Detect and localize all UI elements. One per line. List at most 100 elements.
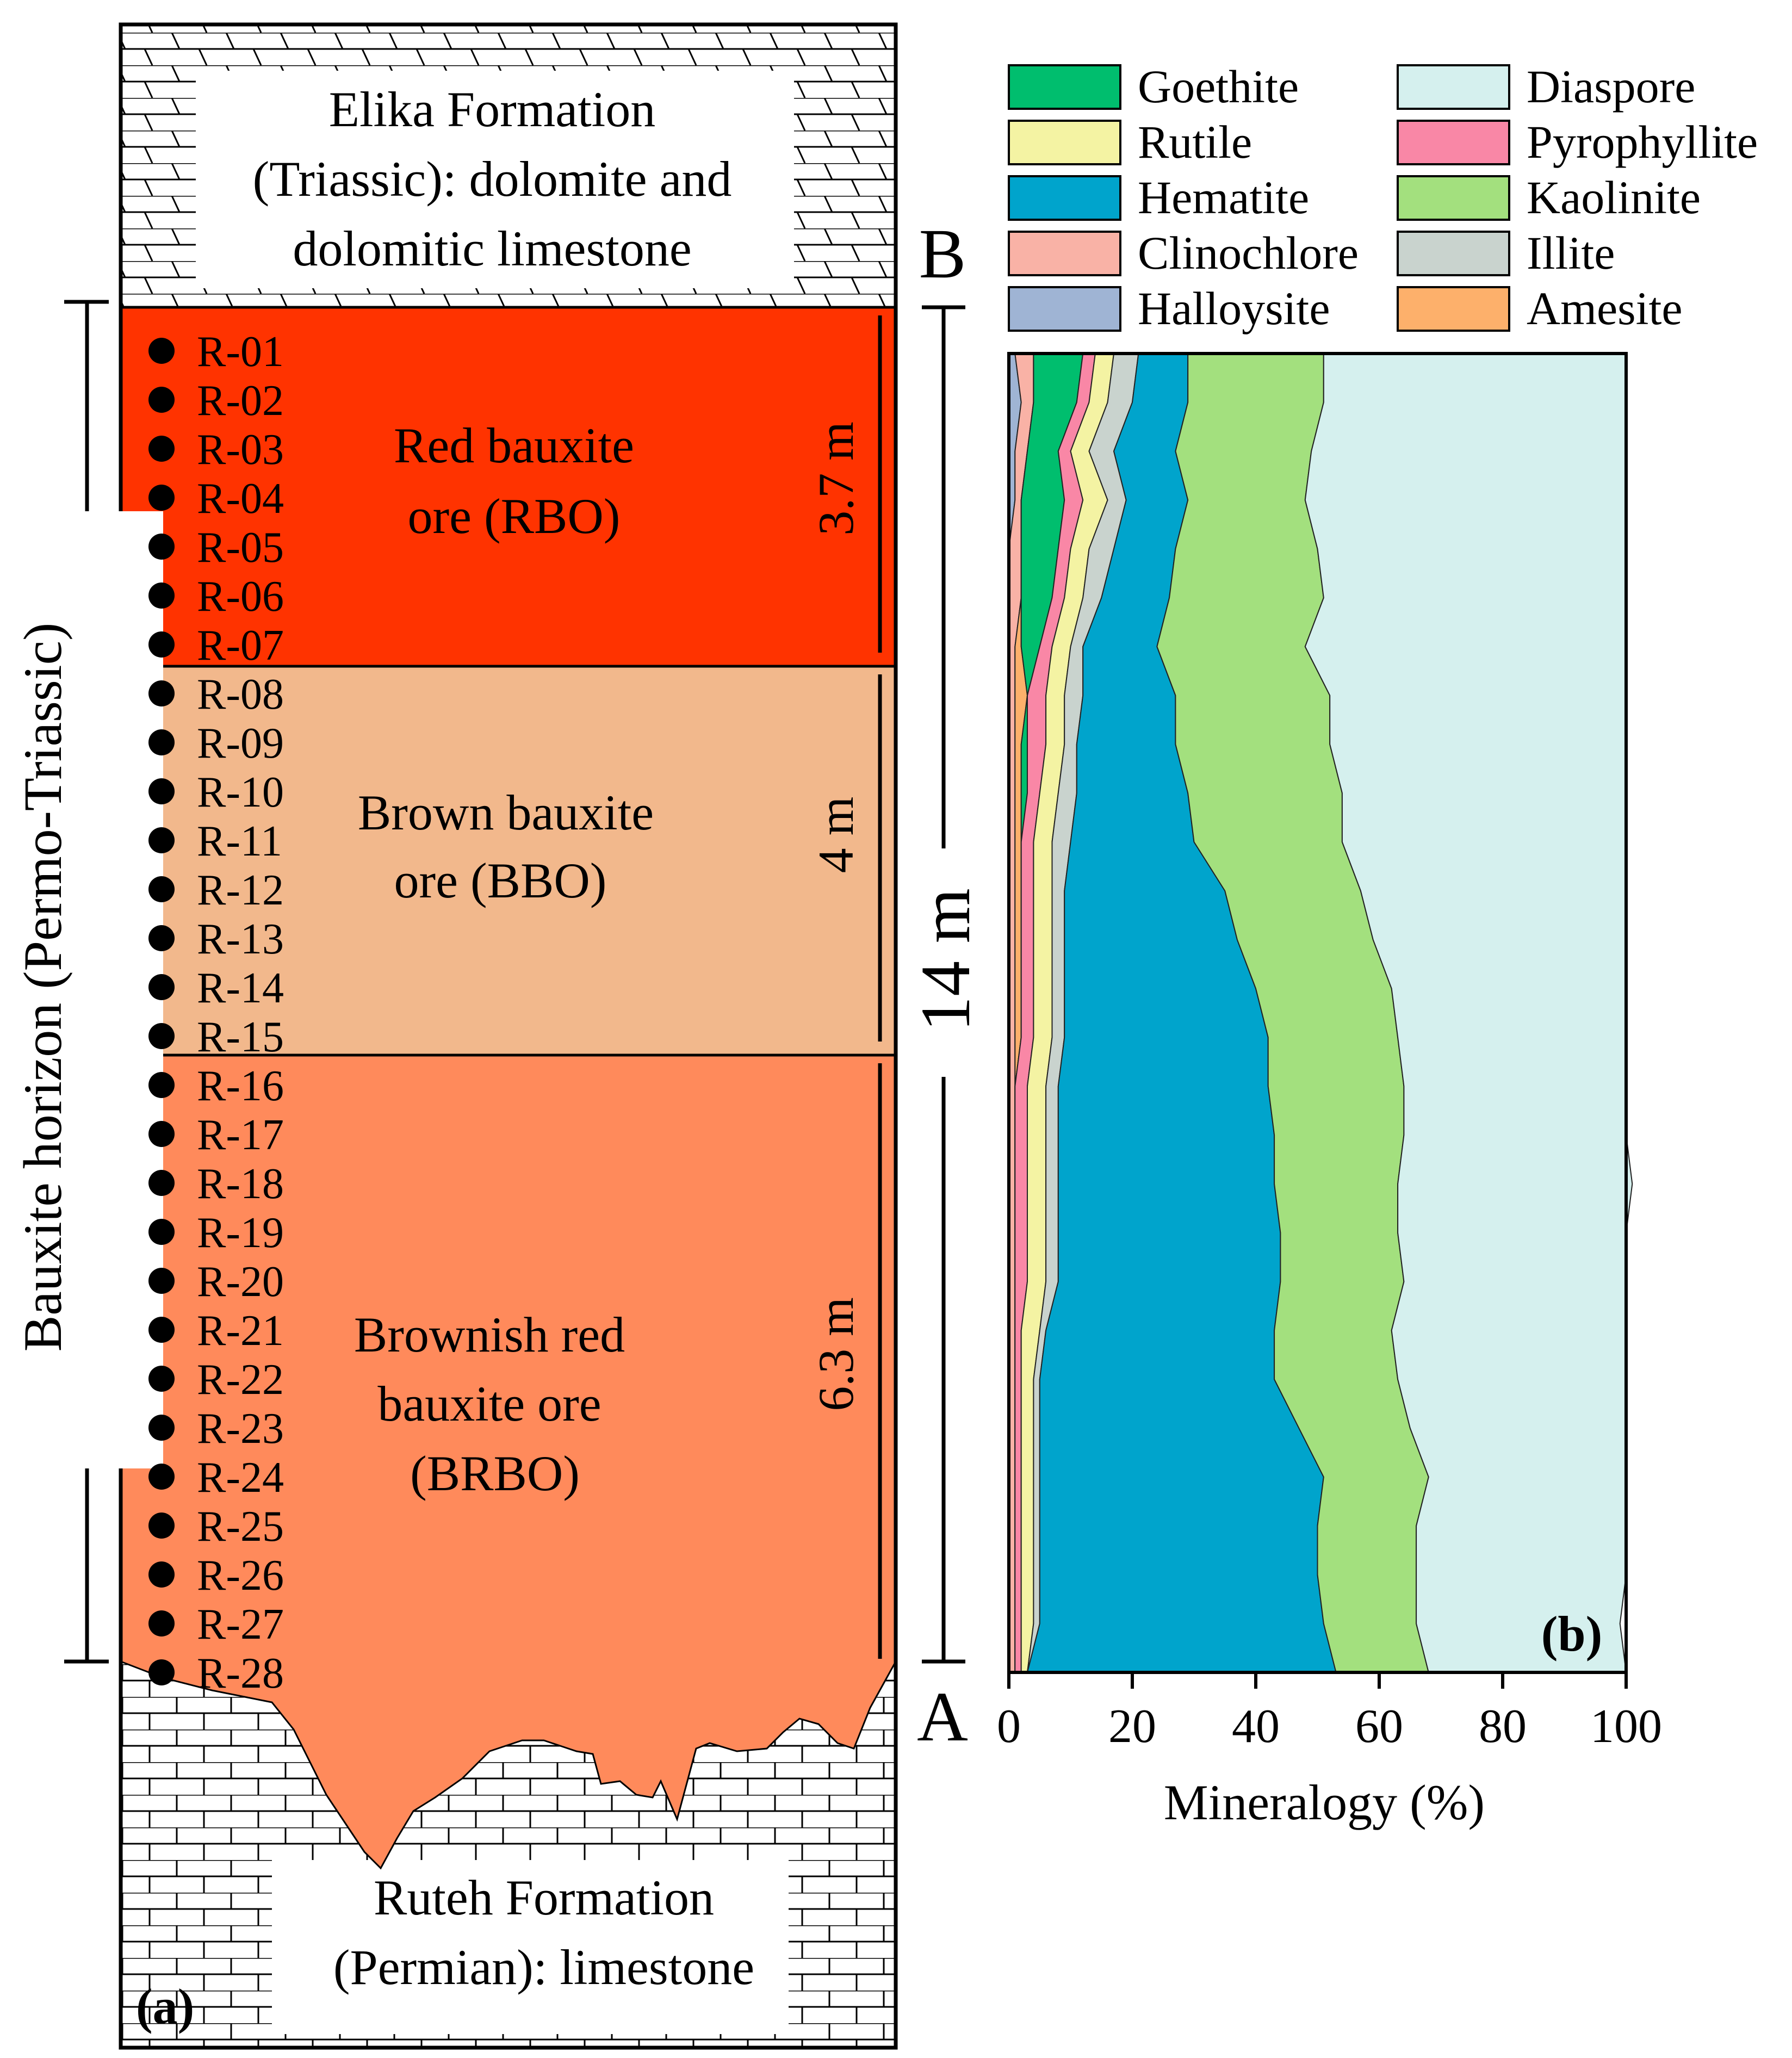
legend-swatch-clinochlore [1008, 231, 1121, 276]
sample-label-r-16: R-16 [197, 1062, 284, 1110]
legend-swatch-goethite [1008, 64, 1121, 110]
sample-label-r-07: R-07 [197, 622, 284, 670]
elika-text-box [196, 71, 794, 288]
panel-a-label: (a) [136, 1979, 194, 2034]
brbo-thickness: 6.3 m [808, 1297, 864, 1411]
bbo-label-1: Brown bauxite [358, 785, 654, 840]
brbo-unit [120, 1054, 897, 1870]
rbo-unit [121, 307, 896, 666]
elika-lithology: dolomitic limestone [293, 221, 691, 276]
sample-dot-r-09 [148, 729, 175, 755]
sample-dot-r-03 [148, 436, 175, 462]
marker-b: B [919, 215, 966, 293]
sample-dot-r-14 [148, 974, 175, 1000]
legend: GoethiteRutileHematiteClinochloreHalloys… [1008, 60, 1758, 334]
mineralogy-areas [1008, 353, 1633, 1673]
x-tick-label-100: 100 [1590, 1700, 1662, 1753]
sample-label-r-26: R-26 [197, 1552, 284, 1600]
stratigraphic-column [119, 22, 898, 2050]
sample-label-r-01: R-01 [197, 328, 284, 376]
sample-list: R-01R-02R-03R-04R-05R-06R-07R-08R-09R-10… [148, 328, 284, 1697]
sample-dot-r-24 [148, 1464, 175, 1490]
sample-dot-r-08 [148, 680, 175, 706]
sample-label-r-04: R-04 [197, 475, 284, 523]
sample-dot-r-01 [148, 338, 175, 364]
elika-age-lithology: (Triassic): dolomite and [253, 151, 732, 207]
legend-swatch-halloysite [1008, 286, 1121, 332]
sample-dot-r-11 [148, 827, 175, 853]
sample-label-r-14: R-14 [197, 964, 284, 1012]
sample-label-r-03: R-03 [197, 426, 284, 474]
sample-label-r-15: R-15 [197, 1013, 284, 1061]
legend-label-diaspore: Diaspore [1527, 60, 1695, 113]
legend-label-amesite: Amesite [1527, 282, 1683, 334]
plot-frame [1007, 352, 1628, 1674]
sample-dot-r-10 [148, 778, 175, 804]
legend-swatch-amesite [1397, 286, 1510, 332]
sample-dot-r-06 [148, 582, 175, 609]
sample-label-r-05: R-05 [197, 524, 284, 572]
sample-label-r-24: R-24 [197, 1454, 284, 1502]
rbo-label-1: Red bauxite [394, 418, 634, 473]
ruteh-text-box [272, 1860, 789, 2034]
sample-label-r-02: R-02 [197, 377, 284, 425]
sample-dot-r-15 [148, 1023, 175, 1049]
sample-dot-r-05 [148, 534, 175, 560]
x-tick-label-60: 60 [1355, 1700, 1403, 1753]
sample-label-r-19: R-19 [197, 1209, 284, 1257]
x-tick-label-40: 40 [1232, 1700, 1280, 1753]
legend-swatch-pyrophyllite [1397, 120, 1510, 165]
legend-label-goethite: Goethite [1138, 60, 1299, 113]
sample-label-r-21: R-21 [197, 1307, 284, 1355]
sample-label-r-09: R-09 [197, 720, 284, 767]
legend-swatch-illite [1397, 231, 1510, 276]
sample-dot-r-07 [148, 631, 175, 658]
legend-swatch-hematite [1008, 175, 1121, 221]
legend-label-halloysite: Halloysite [1138, 282, 1330, 334]
sample-dot-r-23 [148, 1415, 175, 1441]
legend-swatch-kaolinite [1397, 175, 1510, 221]
sample-dot-r-18 [148, 1170, 175, 1196]
rbo-thickness: 3.7 m [808, 421, 864, 536]
sample-label-r-11: R-11 [197, 817, 282, 865]
sample-label-r-13: R-13 [197, 915, 284, 963]
sample-label-r-18: R-18 [197, 1160, 284, 1208]
sample-dot-r-13 [148, 925, 175, 951]
sample-label-r-17: R-17 [197, 1111, 284, 1159]
sample-dot-r-26 [148, 1561, 175, 1588]
panel-b-label: (b) [1541, 1606, 1602, 1662]
x-tick-label-80: 80 [1479, 1700, 1527, 1753]
sample-label-r-28: R-28 [197, 1650, 284, 1697]
brbo-label-1: Brownish red [354, 1307, 625, 1362]
sample-dot-r-04 [148, 485, 175, 511]
sample-dot-r-19 [148, 1219, 175, 1245]
legend-swatch-diaspore [1397, 64, 1510, 110]
x-tick-label-0: 0 [997, 1700, 1021, 1753]
sample-label-r-25: R-25 [197, 1503, 284, 1551]
bbo-thickness: 4 m [808, 797, 864, 873]
horizon-label: Bauxite horizon (Permo-Triassic) [13, 623, 73, 1352]
sample-dot-r-27 [148, 1610, 175, 1637]
legend-label-illite: Illite [1527, 227, 1615, 279]
sample-dot-r-16 [148, 1072, 175, 1098]
legend-label-rutile: Rutile [1138, 116, 1252, 168]
brbo-label-3: (BRBO) [410, 1446, 580, 1501]
sample-label-r-12: R-12 [197, 866, 284, 914]
sample-dot-r-12 [148, 876, 175, 902]
sample-dot-r-25 [148, 1512, 175, 1539]
sample-dot-r-28 [148, 1659, 175, 1685]
horizon-label-gap [11, 511, 163, 1468]
sample-dot-r-20 [148, 1268, 175, 1294]
bbo-label-2: ore (BBO) [394, 853, 607, 908]
ruteh-title: Ruteh Formation [374, 1870, 714, 1925]
legend-swatch-rutile [1008, 120, 1121, 165]
brbo-label-2: bauxite ore [377, 1376, 601, 1431]
sample-dot-r-02 [148, 387, 175, 413]
sample-label-r-22: R-22 [197, 1356, 284, 1404]
total-thickness-label: 14 m [907, 888, 985, 1032]
marker-a: A [917, 1678, 968, 1756]
sample-label-r-20: R-20 [197, 1258, 284, 1306]
legend-label-hematite: Hematite [1138, 171, 1309, 224]
sample-dot-r-22 [148, 1366, 175, 1392]
